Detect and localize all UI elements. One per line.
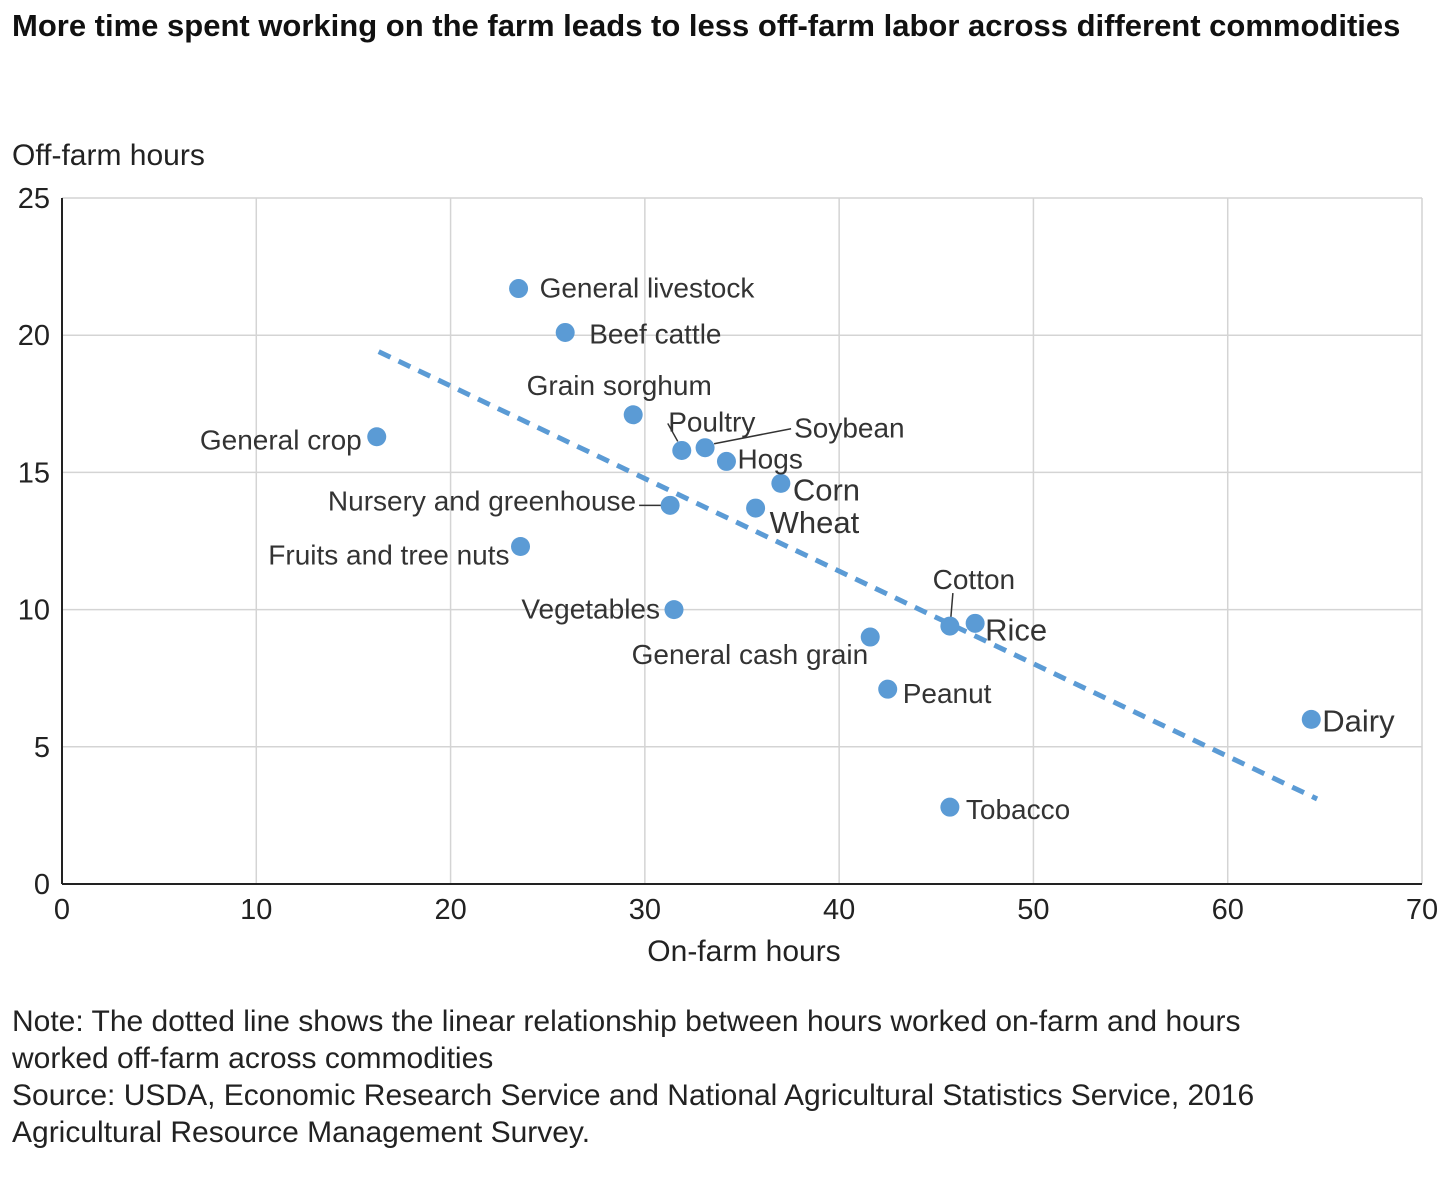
leader-line [713, 427, 792, 445]
data-point [965, 613, 985, 633]
y-tick-label: 15 [18, 457, 50, 489]
point-label: Cotton [933, 564, 1016, 595]
scatter-chart: 0 10 20 30 40 50 60 70 0 5 10 15 20 25 General livest… [12, 139, 1438, 968]
data-point [511, 536, 531, 556]
source-line: Source: USDA, Economic Research Service … [12, 1079, 1255, 1112]
chart-title: More time spent working on the farm lead… [12, 8, 1401, 43]
y-tick-label: 10 [18, 595, 50, 627]
data-point [660, 495, 680, 515]
data-point [367, 427, 387, 447]
point-label: General livestock [540, 273, 756, 304]
point-label: General crop [200, 425, 362, 456]
point-label: Grain sorghum [527, 370, 712, 401]
x-tick-label: 70 [1406, 894, 1438, 926]
point-label: Soybean [794, 413, 905, 444]
point-label: General cash grain [632, 639, 869, 670]
point-label: Wheat [770, 505, 860, 540]
point-labels: General livestock Beef cattle Grain sorghu… [200, 273, 1395, 826]
point-label: Poultry [668, 406, 755, 437]
data-point [940, 797, 960, 817]
y-axis-label: Off-farm hours [12, 139, 205, 172]
note-line: Note: The dotted line shows the linear r… [12, 1005, 1241, 1038]
leader-line [950, 593, 954, 618]
point-label: Beef cattle [589, 318, 721, 349]
data-point [695, 438, 715, 458]
trendline-group [377, 349, 1319, 802]
tick-labels: 0 10 20 30 40 50 60 70 0 5 10 15 20 25 [18, 183, 1438, 926]
data-point [860, 627, 880, 647]
axes [61, 198, 1422, 885]
data-point [555, 322, 575, 342]
point-label: Hogs [737, 443, 802, 474]
point-label: Tobacco [966, 794, 1070, 825]
y-tick-label: 20 [18, 320, 50, 352]
point-label: Fruits and tree nuts [268, 539, 509, 570]
y-tick-label: 25 [18, 183, 50, 215]
data-point [664, 600, 684, 620]
point-label: Vegetables [521, 594, 660, 625]
data-point [940, 616, 960, 636]
point-label: Rice [985, 612, 1047, 647]
point-label: Corn [793, 472, 860, 507]
x-tick-label: 50 [1017, 894, 1049, 926]
data-point [623, 405, 643, 425]
point-label: Peanut [903, 678, 992, 709]
x-tick-label: 40 [823, 894, 855, 926]
source-line: Agricultural Resource Management Survey. [12, 1116, 591, 1149]
y-tick-label: 0 [34, 869, 50, 901]
data-point [1301, 709, 1321, 729]
note-line: worked off-farm across commodities [12, 1042, 494, 1075]
point-label: Dairy [1322, 703, 1395, 738]
x-tick-label: 20 [434, 894, 466, 926]
x-axis-label: On-farm hours [647, 935, 840, 968]
gridlines [62, 197, 1423, 884]
y-tick-label: 5 [34, 732, 50, 764]
x-tick-label: 0 [54, 894, 70, 926]
data-point [771, 473, 791, 493]
leader-lines [639, 423, 954, 618]
x-tick-label: 30 [629, 894, 661, 926]
data-point [746, 498, 766, 518]
point-label: Nursery and greenhouse [328, 485, 636, 516]
data-point [509, 279, 529, 299]
data-points [367, 279, 1321, 817]
trendline [377, 349, 1319, 802]
chart-footnote: Note: The dotted line shows the linear r… [12, 1003, 1442, 1151]
data-point [878, 679, 898, 699]
data-point [672, 440, 692, 460]
data-point [716, 451, 736, 471]
x-tick-label: 60 [1212, 894, 1244, 926]
x-tick-label: 10 [240, 894, 272, 926]
leader-line [667, 423, 679, 442]
